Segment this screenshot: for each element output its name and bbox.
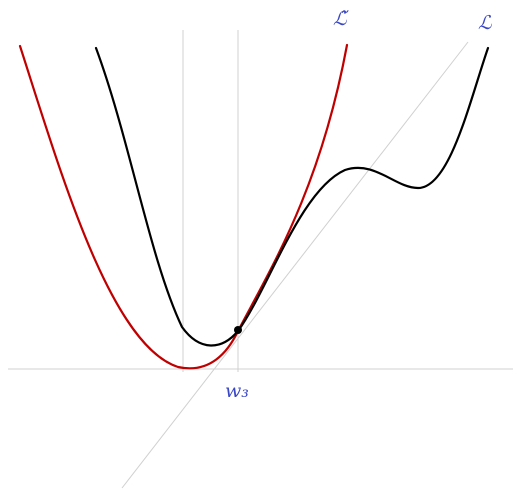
loss-label: ℒ bbox=[478, 12, 493, 34]
loss-curve bbox=[94, 46, 490, 347]
surrogate-loss-curve bbox=[18, 43, 349, 370]
w3-point bbox=[234, 326, 242, 334]
surrogate-loss-label: ℒ̃ bbox=[333, 8, 349, 30]
tangent-line bbox=[121, 41, 469, 489]
w3-label: w₃ bbox=[225, 380, 249, 402]
